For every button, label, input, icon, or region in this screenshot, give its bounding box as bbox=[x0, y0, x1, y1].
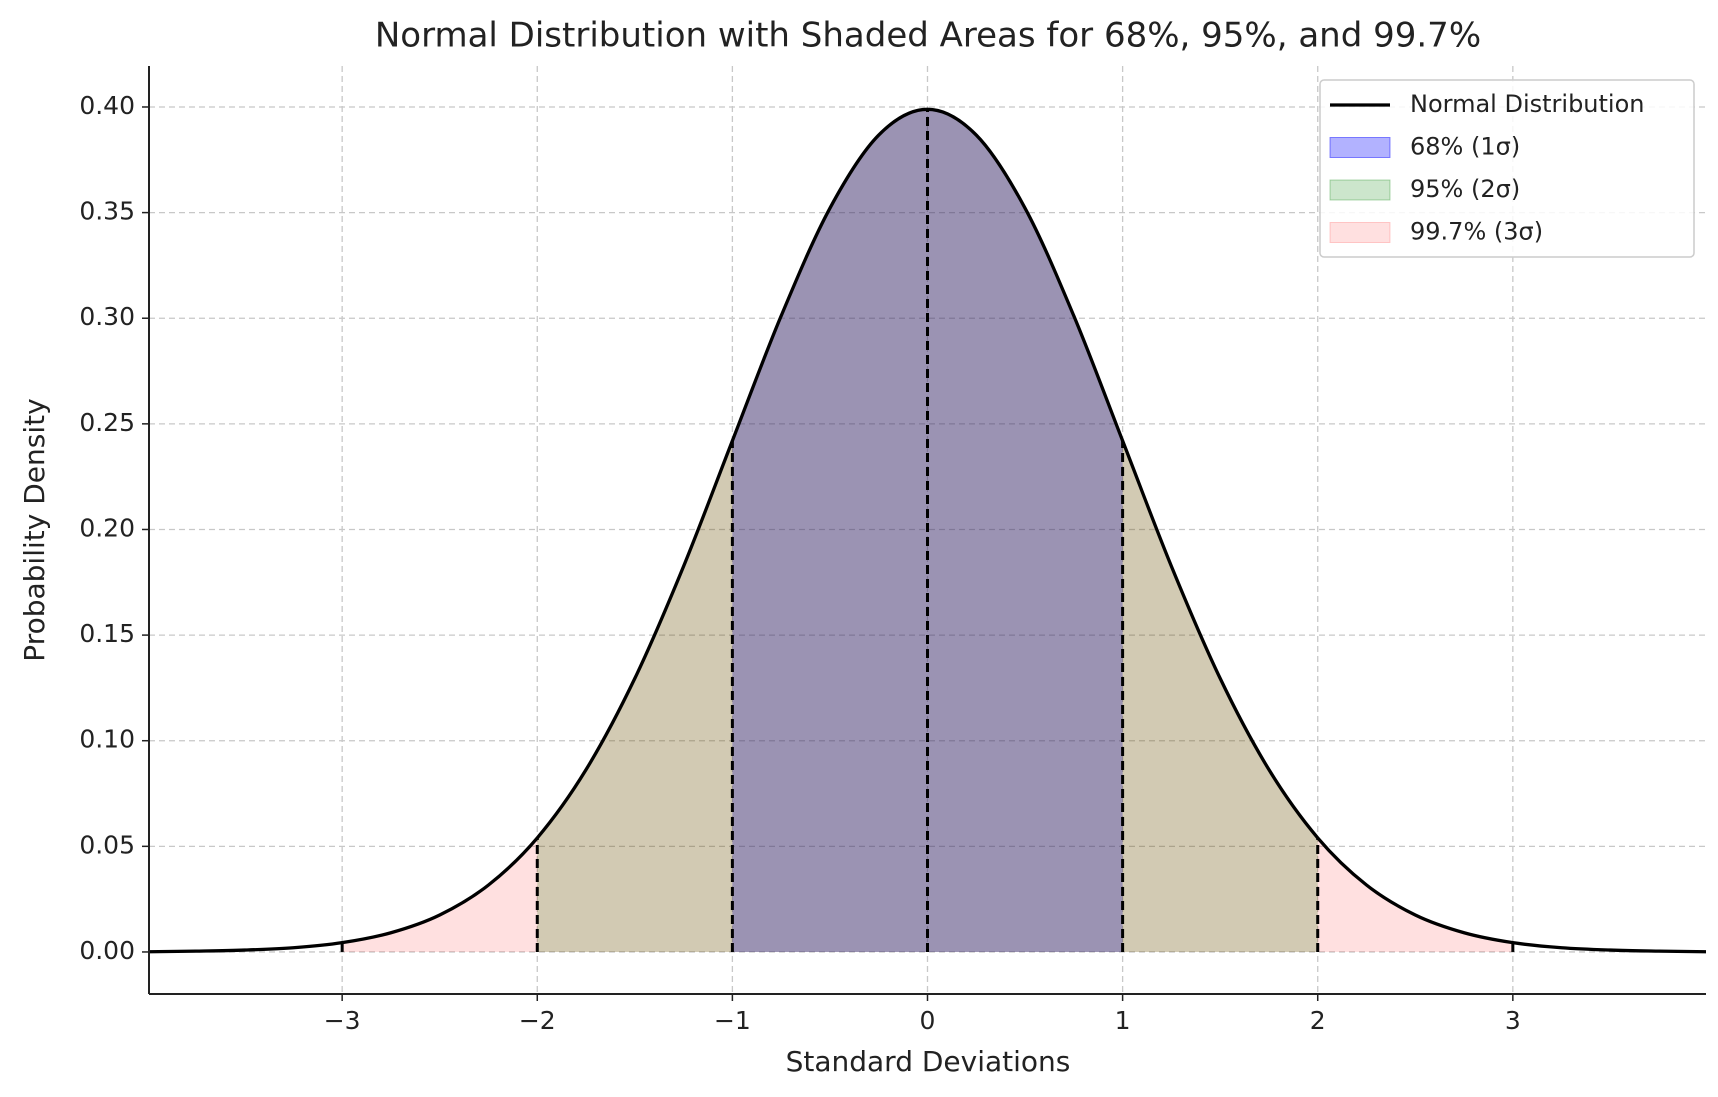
y-tick-label: 0.00 bbox=[79, 936, 135, 965]
x-tick-label: −3 bbox=[324, 1006, 361, 1035]
legend-label: Normal Distribution bbox=[1410, 90, 1644, 118]
y-tick-label: 0.05 bbox=[79, 830, 135, 859]
x-axis-label: Standard Deviations bbox=[786, 1045, 1071, 1078]
x-tick-label: −2 bbox=[519, 1006, 556, 1035]
legend-label: 68% (1σ) bbox=[1410, 133, 1520, 161]
chart-title: Normal Distribution with Shaded Areas fo… bbox=[375, 16, 1481, 56]
y-tick-label: 0.40 bbox=[79, 91, 135, 120]
legend-swatch bbox=[1329, 137, 1391, 158]
y-tick-label: 0.25 bbox=[79, 408, 135, 437]
y-tick-label: 0.15 bbox=[79, 619, 135, 648]
plot-area bbox=[149, 107, 1706, 954]
y-tick-label: 0.30 bbox=[79, 302, 135, 331]
line bbox=[149, 107, 1706, 954]
y-axis-label: Probability Density bbox=[18, 398, 51, 661]
x-tick-label: 1 bbox=[1115, 1006, 1131, 1035]
legend: Normal Distribution 68% (1σ) 95% (2σ) 99.7%… bbox=[1319, 79, 1695, 258]
legend-box bbox=[1319, 79, 1695, 258]
y-tick-label: 0.35 bbox=[79, 197, 135, 226]
legend-label: 95% (2σ) bbox=[1410, 175, 1520, 203]
legend-swatch bbox=[1329, 179, 1391, 201]
x-tick-label: −1 bbox=[714, 1006, 751, 1035]
legend-swatch bbox=[1329, 222, 1391, 243]
legend-label: 99.7% (3σ) bbox=[1410, 218, 1543, 246]
y-tick-label: 0.20 bbox=[79, 513, 135, 542]
x-tick-label: 0 bbox=[920, 1006, 936, 1035]
x-tick-label: 2 bbox=[1310, 1006, 1326, 1035]
x-tick-label: 3 bbox=[1505, 1006, 1521, 1035]
axes: 0.00 0.05 0.10 0.15 0.20 0.25 0.30 0.35 0.40 −3 −2… bbox=[79, 66, 1706, 1035]
y-tick-label: 0.10 bbox=[79, 725, 135, 754]
